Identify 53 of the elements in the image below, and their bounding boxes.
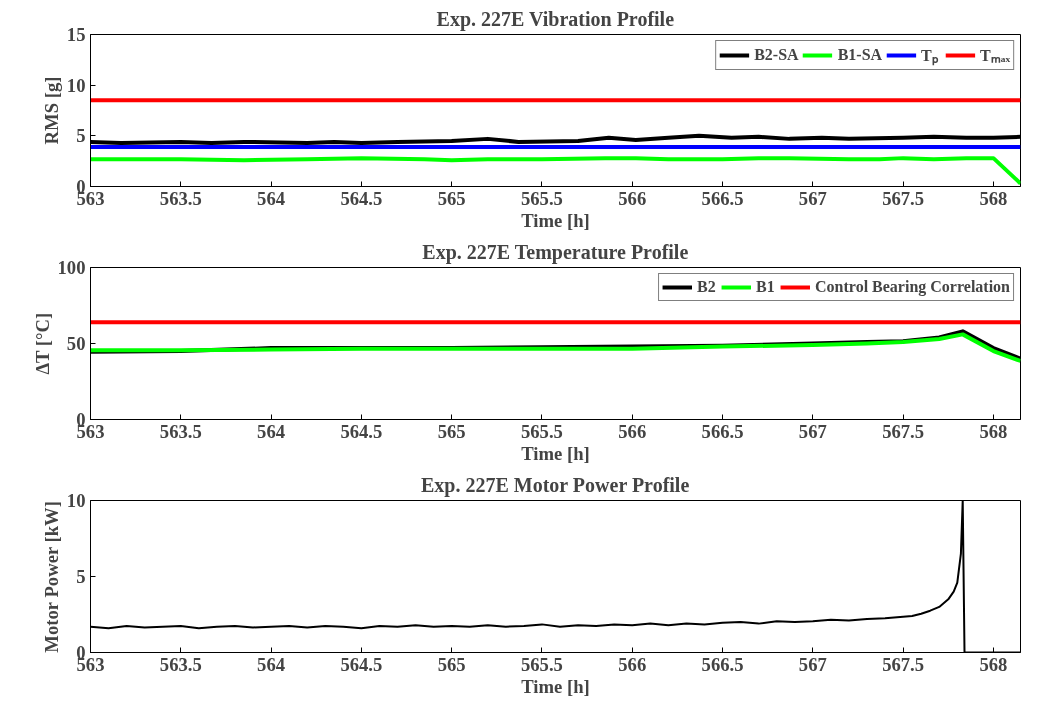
x-tick-label: 565 (437, 187, 466, 209)
y-tick-label: 5 (76, 566, 86, 587)
x-tick-label: 565.5 (520, 420, 563, 442)
x-tick-label: 567 (798, 653, 827, 675)
x-tick-label: 566 (618, 653, 647, 675)
x-tick-label: 567.5 (882, 420, 925, 442)
chart-title: Exp. 227E Temperature Profile (422, 240, 689, 264)
x-tick-label: 567 (798, 420, 827, 442)
y-tick-label: 5 (76, 125, 86, 147)
x-axis-title: Time [h] (521, 209, 590, 231)
x-tick-label: 564.5 (340, 187, 383, 209)
x-tick-label: 564.5 (340, 420, 383, 442)
legend-label: B1 (756, 278, 776, 296)
x-tick-label: 567 (798, 187, 827, 209)
y-tick-label: 100 (57, 257, 86, 278)
x-axis-title: Time [h] (521, 442, 590, 464)
x-tick-label: 565.5 (520, 187, 563, 209)
x-tick-label: 567.5 (882, 653, 925, 675)
y-axis-title: ΔT [°C] (31, 312, 53, 375)
legend-label: Control Bearing Correlation (815, 278, 1010, 296)
x-tick-label: 568 (979, 187, 1008, 209)
y-tick-label: 10 (66, 490, 86, 511)
y-axis-title: Motor Power [kW] (40, 501, 62, 653)
x-tick-label: 564 (257, 187, 286, 209)
x-tick-label: 566 (618, 187, 647, 209)
y-tick-label: 15 (66, 24, 86, 45)
legend-label: B2 (697, 278, 717, 296)
legend-label: Tₘₐₓ (980, 46, 1010, 66)
x-tick-label: 563.5 (159, 420, 202, 442)
x-tick-label: 564.5 (340, 653, 383, 675)
x-tick-label: 568 (979, 653, 1008, 675)
x-tick-label: 564 (257, 420, 286, 442)
legend-label: B1-SA (837, 46, 883, 64)
x-tick-label: 566.5 (701, 187, 744, 209)
x-tick-label: 567.5 (882, 187, 925, 209)
chart-title: Exp. 227E Motor Power Profile (420, 473, 690, 497)
x-tick-label: 568 (979, 420, 1008, 442)
y-tick-label: 10 (66, 74, 86, 96)
x-tick-label: 565.5 (520, 653, 563, 675)
x-tick-label: 563.5 (159, 653, 202, 675)
x-tick-label: 566.5 (701, 420, 744, 442)
x-tick-label: 566.5 (701, 653, 744, 675)
x-axis-title: Time [h] (521, 675, 590, 697)
legend-label: B2-SA (754, 46, 799, 64)
y-axis-title: RMS [g] (40, 76, 62, 145)
x-tick-label: 564 (257, 653, 286, 675)
legend-label: Tₚ (921, 46, 939, 66)
x-tick-label: 563.5 (159, 187, 202, 209)
chart-title: Exp. 227E Vibration Profile (436, 7, 675, 31)
y-tick-label: 50 (66, 333, 86, 354)
x-tick-label: 566 (618, 420, 647, 442)
x-tick-label: 565 (437, 653, 466, 675)
x-tick-label: 565 (437, 420, 466, 442)
